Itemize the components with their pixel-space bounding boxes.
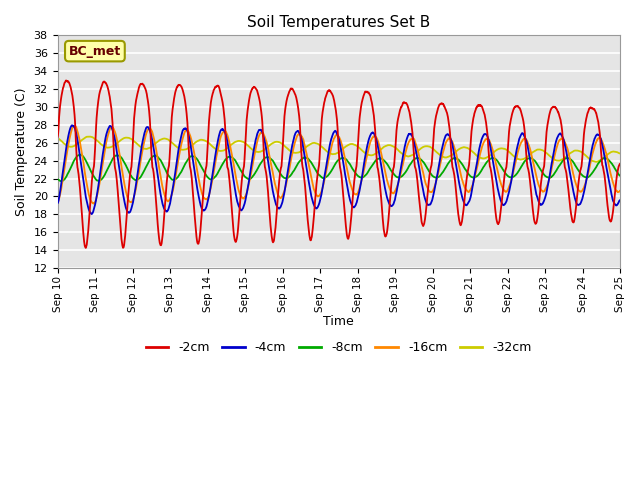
-2cm — [616, 161, 624, 167]
-8cm — [58, 179, 65, 184]
-32cm — [592, 159, 600, 165]
Line: -4cm: -4cm — [58, 125, 620, 214]
-2cm — [616, 161, 624, 167]
-32cm — [211, 145, 219, 151]
Line: -2cm: -2cm — [58, 81, 620, 248]
-16cm — [616, 188, 624, 194]
Legend: -2cm, -4cm, -8cm, -16cm, -32cm: -2cm, -4cm, -8cm, -16cm, -32cm — [141, 336, 537, 360]
-32cm — [54, 135, 61, 141]
-16cm — [71, 123, 79, 129]
-4cm — [54, 200, 61, 206]
-4cm — [175, 148, 182, 154]
-32cm — [174, 145, 182, 151]
-2cm — [54, 134, 61, 140]
-16cm — [563, 144, 571, 150]
-8cm — [54, 176, 61, 182]
-8cm — [175, 173, 182, 179]
-4cm — [616, 197, 624, 203]
-2cm — [63, 78, 70, 84]
-32cm — [394, 147, 402, 153]
-2cm — [563, 174, 571, 180]
-8cm — [211, 174, 219, 180]
-2cm — [175, 82, 182, 88]
-16cm — [90, 201, 98, 206]
-32cm — [563, 154, 570, 159]
-16cm — [404, 142, 412, 147]
-4cm — [211, 156, 219, 161]
-8cm — [77, 152, 84, 157]
-8cm — [394, 174, 402, 180]
-32cm — [616, 150, 624, 156]
-4cm — [68, 122, 76, 128]
-32cm — [616, 151, 624, 156]
-4cm — [394, 182, 402, 188]
Line: -32cm: -32cm — [58, 137, 620, 162]
-16cm — [211, 162, 219, 168]
-16cm — [175, 157, 182, 163]
-32cm — [404, 154, 412, 159]
-4cm — [88, 211, 95, 217]
Text: BC_met: BC_met — [68, 45, 121, 58]
-2cm — [82, 245, 90, 251]
-4cm — [404, 133, 412, 139]
-16cm — [394, 181, 402, 187]
-16cm — [54, 199, 61, 205]
-2cm — [404, 103, 412, 109]
-32cm — [86, 134, 93, 140]
-2cm — [211, 85, 219, 91]
-4cm — [616, 198, 624, 204]
X-axis label: Time: Time — [323, 314, 354, 327]
-8cm — [563, 155, 571, 161]
Title: Soil Temperatures Set B: Soil Temperatures Set B — [247, 15, 430, 30]
-8cm — [616, 173, 624, 179]
-4cm — [563, 152, 571, 157]
-2cm — [394, 117, 402, 122]
-8cm — [616, 173, 624, 179]
Line: -16cm: -16cm — [58, 126, 620, 204]
Line: -8cm: -8cm — [58, 155, 620, 181]
-8cm — [404, 166, 412, 171]
-16cm — [616, 188, 624, 194]
Y-axis label: Soil Temperature (C): Soil Temperature (C) — [15, 87, 28, 216]
